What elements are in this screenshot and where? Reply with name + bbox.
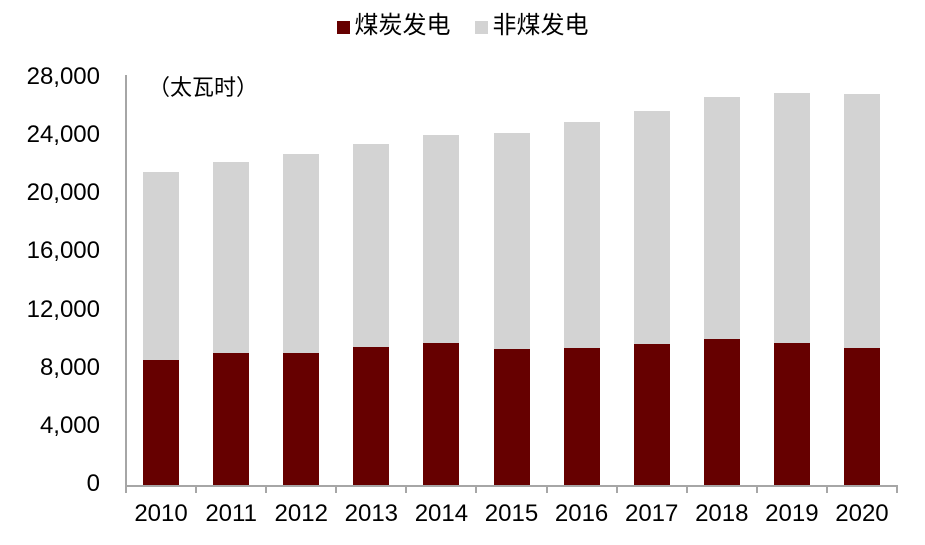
x-axis-tick: [125, 485, 127, 493]
bar-segment-coal-2012: [283, 352, 320, 485]
bar-segment-coal-2018: [703, 338, 740, 485]
legend-item-coal: 煤炭发电: [336, 12, 451, 40]
bar-segment-noncoal-2018: [703, 96, 740, 339]
coal-swatch-icon: [336, 20, 350, 34]
legend-label-coal: 煤炭发电: [354, 12, 451, 39]
x-axis-label: 2018: [695, 500, 749, 527]
bar-segment-noncoal-2010: [143, 172, 180, 360]
bar-segment-noncoal-2016: [563, 122, 600, 348]
bar-segment-noncoal-2019: [773, 92, 810, 343]
x-axis-label: 2011: [205, 500, 257, 527]
bar-segment-noncoal-2014: [423, 135, 460, 343]
x-axis-label: 2017: [624, 500, 679, 527]
bar-segment-coal-2017: [633, 344, 670, 485]
bar-segment-coal-2020: [843, 348, 880, 485]
y-axis-tick-label: 8,000: [39, 353, 100, 381]
legend-item-noncoal: 非煤发电: [474, 12, 589, 40]
y-axis-line: [125, 75, 127, 486]
y-axis-tick-label: 24,000: [26, 121, 100, 149]
x-axis-label: 2013: [344, 500, 399, 527]
bar-segment-coal-2013: [353, 346, 390, 485]
x-axis-label: 2014: [414, 500, 469, 527]
x-axis-label: 2012: [274, 500, 328, 527]
x-axis-tick: [685, 485, 688, 493]
x-axis-label: 2016: [554, 500, 609, 527]
y-axis-tick-label: 20,000: [26, 179, 100, 207]
x-axis-tick: [475, 485, 478, 493]
y-axis-unit-label: （太瓦时）: [148, 75, 259, 100]
bar-segment-coal-2019: [773, 342, 810, 485]
x-axis-tick: [825, 485, 828, 493]
bar-segment-coal-2011: [213, 353, 250, 485]
x-axis-label: 2010: [134, 500, 188, 527]
x-axis-tick: [615, 485, 618, 493]
y-axis-tick-label: 4,000: [39, 411, 100, 439]
x-axis-line: [125, 485, 898, 487]
x-axis-tick: [335, 485, 338, 493]
x-axis-label: 2020: [835, 500, 889, 527]
bar-segment-noncoal-2013: [353, 144, 390, 347]
x-axis-tick: [896, 485, 898, 493]
noncoal-swatch-icon: [474, 20, 488, 34]
x-axis-tick: [755, 485, 758, 493]
chart-legend: 煤炭发电 非煤发电: [0, 12, 925, 40]
bar-segment-coal-2016: [563, 347, 600, 485]
y-axis-tick-label: 28,000: [26, 63, 100, 91]
bar-segment-noncoal-2017: [633, 111, 670, 344]
x-axis-label: 2015: [484, 500, 539, 527]
bar-segment-noncoal-2011: [213, 161, 250, 354]
bar-segment-coal-2010: [143, 359, 180, 485]
bar-segment-coal-2014: [423, 342, 460, 485]
x-axis-tick: [405, 485, 408, 493]
bar-segment-coal-2015: [493, 349, 530, 485]
y-axis-tick-label: 16,000: [26, 237, 100, 265]
y-axis-tick-label: 12,000: [26, 295, 100, 323]
bar-segment-noncoal-2015: [493, 132, 530, 350]
legend-label-noncoal: 非煤发电: [492, 12, 589, 39]
y-axis-tick-label: 0: [86, 470, 100, 498]
x-axis-tick: [545, 485, 548, 493]
bar-segment-noncoal-2020: [843, 93, 880, 349]
x-axis-label: 2019: [765, 500, 819, 527]
x-axis-tick: [265, 485, 268, 493]
x-axis-tick: [195, 485, 198, 493]
bar-segment-noncoal-2012: [283, 153, 320, 353]
